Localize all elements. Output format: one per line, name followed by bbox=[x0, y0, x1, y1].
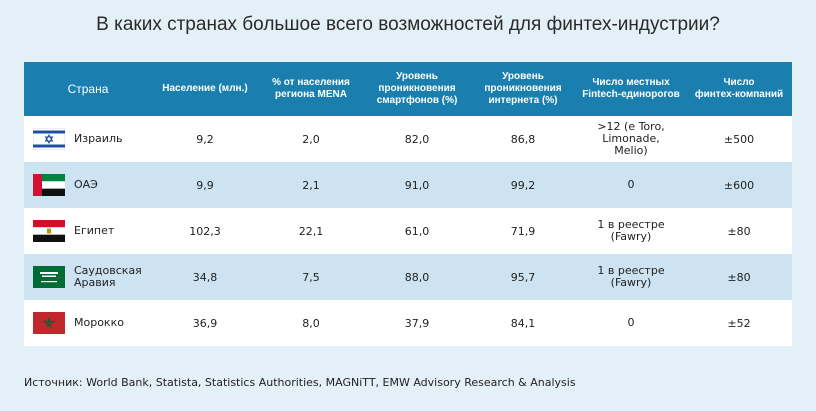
country-cell: Египет bbox=[24, 220, 152, 242]
country-name: Саудовская Аравия bbox=[74, 264, 142, 289]
country-name: ОАЭ bbox=[74, 178, 98, 191]
source-note: Источник: World Bank, Statista, Statisti… bbox=[24, 376, 576, 389]
table-row: ОАЭ 9,9 2,1 91,0 99,2 0 ±600 bbox=[24, 162, 792, 208]
mena-share-cell: 22,1 bbox=[298, 224, 324, 238]
mena-share-cell: 2,0 bbox=[302, 132, 320, 146]
unicorns-cell: 1 в реестре (Fawry) bbox=[597, 218, 665, 243]
companies-cell: ±600 bbox=[723, 178, 755, 192]
country-name: Морокко bbox=[74, 316, 124, 329]
mena-share-cell: 8,0 bbox=[302, 316, 320, 330]
internet-cell: 95,7 bbox=[510, 270, 536, 284]
table-row: Морокко 36,9 8,0 37,9 84,1 0 ±52 bbox=[24, 300, 792, 346]
unicorns-cell: >12 (e Toro, Limonade, Melio) bbox=[597, 120, 665, 157]
country-cell: Морокко bbox=[24, 312, 152, 334]
header-population: Население (млн.) bbox=[162, 83, 248, 94]
smartphone-cell: 82,0 bbox=[404, 132, 430, 146]
companies-cell: ±52 bbox=[727, 316, 751, 330]
unicorns-cell: 0 bbox=[627, 178, 635, 191]
country-cell: ОАЭ bbox=[24, 174, 152, 196]
table-row: Израиль 9,2 2,0 82,0 86,8 >12 (e Toro, L… bbox=[24, 116, 792, 162]
country-cell: Израиль bbox=[24, 128, 152, 150]
header-mena-share: % от населения региона MENA bbox=[272, 77, 350, 100]
companies-cell: ±80 bbox=[727, 270, 751, 284]
smartphone-cell: 37,9 bbox=[404, 316, 430, 330]
table-row: Египет 102,3 22,1 61,0 71,9 1 в реестре … bbox=[24, 208, 792, 254]
saudi-arabia-flag-icon bbox=[33, 266, 65, 288]
mena-share-cell: 2,1 bbox=[302, 178, 320, 192]
header-companies: Число финтех-компаний bbox=[694, 77, 784, 100]
smartphone-cell: 61,0 bbox=[404, 224, 430, 238]
internet-cell: 71,9 bbox=[510, 224, 536, 238]
population-cell: 9,9 bbox=[196, 178, 214, 192]
header-country: Страна bbox=[67, 82, 109, 96]
header-smartphone: Уровень проникновения смартфонов (%) bbox=[376, 71, 458, 106]
page-title: В каких странах большое всего возможност… bbox=[96, 14, 720, 35]
internet-cell: 84,1 bbox=[510, 316, 536, 330]
country-cell: Саудовская Аравия bbox=[24, 265, 152, 289]
population-cell: 9,2 bbox=[196, 132, 214, 146]
internet-cell: 86,8 bbox=[510, 132, 536, 146]
smartphone-cell: 88,0 bbox=[404, 270, 430, 284]
companies-cell: ±500 bbox=[723, 132, 755, 146]
header-unicorns: Число местных Fintech-единорогов bbox=[582, 77, 680, 100]
population-cell: 102,3 bbox=[189, 224, 221, 238]
mena-share-cell: 7,5 bbox=[302, 270, 320, 284]
population-cell: 34,8 bbox=[192, 270, 218, 284]
table-row: Саудовская Аравия 34,8 7,5 88,0 95,7 1 в… bbox=[24, 254, 792, 300]
egypt-flag-icon bbox=[33, 220, 65, 242]
morocco-flag-icon bbox=[33, 312, 65, 334]
unicorns-cell: 1 в реестре (Fawry) bbox=[597, 264, 665, 289]
country-name: Египет bbox=[74, 224, 115, 237]
smartphone-cell: 91,0 bbox=[404, 178, 430, 192]
population-cell: 36,9 bbox=[192, 316, 218, 330]
companies-cell: ±80 bbox=[727, 224, 751, 238]
header-internet: Уровень проникновения интернета (%) bbox=[484, 71, 562, 106]
internet-cell: 99,2 bbox=[510, 178, 536, 192]
unicorns-cell: 0 bbox=[627, 316, 635, 329]
table-header: Страна Население (млн.) % от населения р… bbox=[24, 62, 792, 116]
fintech-table: Страна Население (млн.) % от населения р… bbox=[24, 62, 792, 346]
uae-flag-icon bbox=[33, 174, 65, 196]
israel-flag-icon bbox=[33, 128, 65, 150]
country-name: Израиль bbox=[74, 132, 123, 145]
